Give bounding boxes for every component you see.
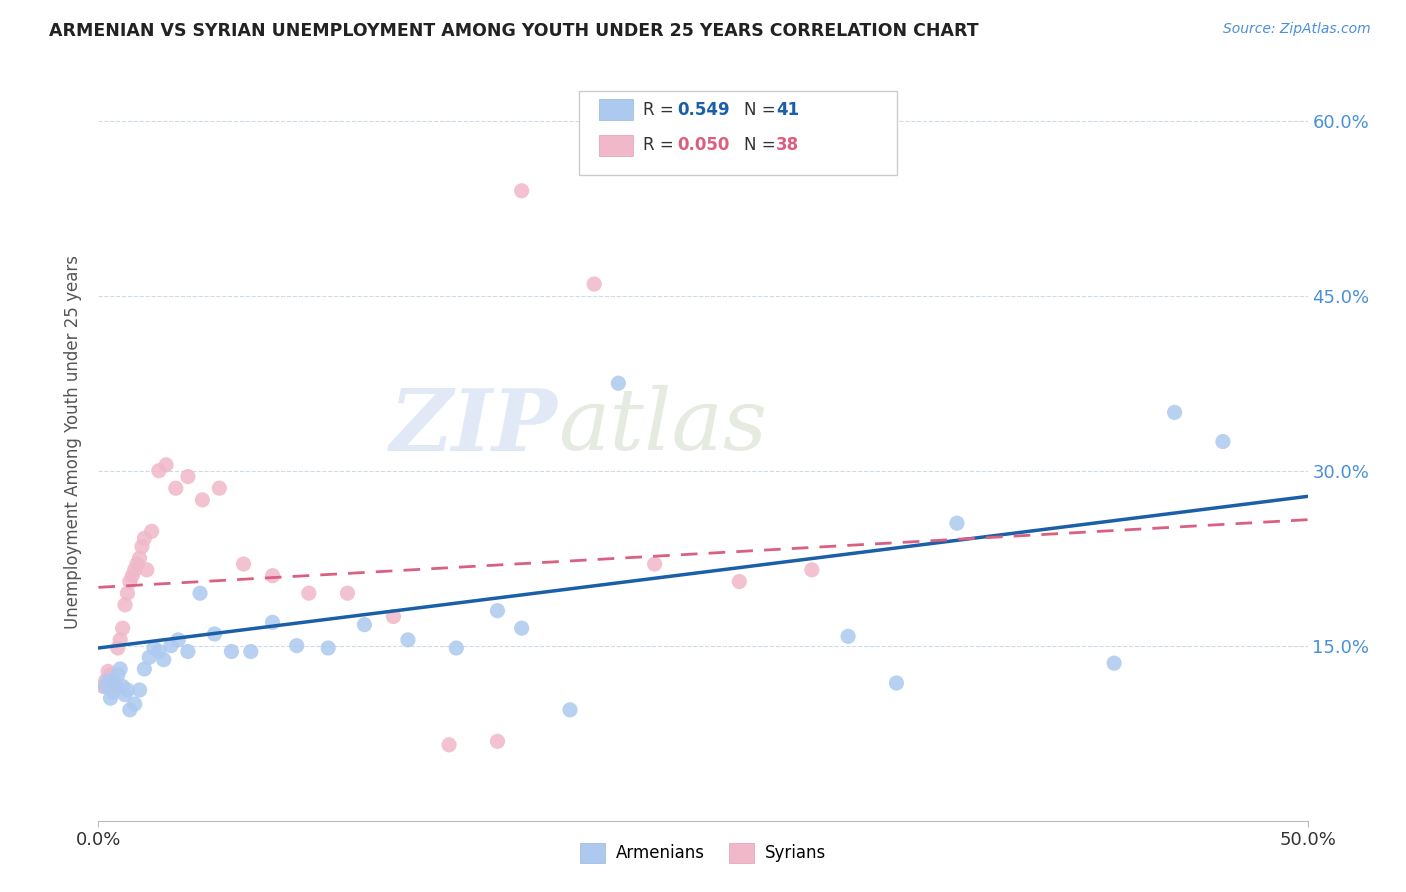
Text: R =: R =: [643, 136, 679, 154]
Point: [134, 662, 156, 676]
Point: [1102, 656, 1125, 670]
Point: [118, 703, 141, 717]
Point: [138, 650, 160, 665]
Point: [107, 640, 129, 655]
Point: [114, 688, 136, 702]
Text: atlas: atlas: [558, 385, 768, 467]
Point: [148, 464, 170, 478]
Point: [316, 640, 339, 655]
Point: [232, 557, 254, 571]
Point: [135, 563, 157, 577]
Text: 38: 38: [776, 136, 799, 154]
Point: [188, 586, 211, 600]
Point: [107, 668, 129, 682]
Point: [800, 563, 823, 577]
Point: [104, 680, 127, 694]
Point: [155, 458, 177, 472]
Point: [100, 691, 122, 706]
Text: R =: R =: [643, 101, 679, 119]
Point: [382, 609, 405, 624]
Text: N =: N =: [744, 136, 780, 154]
Point: [124, 563, 146, 577]
Point: [607, 376, 630, 391]
Point: [510, 621, 533, 635]
Point: [108, 632, 131, 647]
Point: [1212, 434, 1234, 449]
Text: 41: 41: [776, 101, 799, 119]
Point: [728, 574, 751, 589]
Point: [152, 653, 174, 667]
Point: [837, 629, 859, 643]
Point: [446, 640, 468, 655]
Text: ARMENIAN VS SYRIAN UNEMPLOYMENT AMONG YOUTH UNDER 25 YEARS CORRELATION CHART: ARMENIAN VS SYRIAN UNEMPLOYMENT AMONG YO…: [49, 22, 979, 40]
Point: [486, 734, 509, 748]
Point: [100, 668, 122, 682]
Point: [94, 673, 117, 688]
Point: [101, 676, 124, 690]
Point: [104, 676, 127, 690]
Point: [177, 644, 200, 658]
Point: [124, 697, 146, 711]
Point: [97, 673, 120, 688]
Point: [1163, 405, 1185, 419]
Point: [141, 524, 163, 539]
Legend: Armenians, Syrians: Armenians, Syrians: [574, 837, 832, 869]
Point: [644, 557, 666, 571]
Point: [114, 598, 136, 612]
Point: [128, 551, 150, 566]
Point: [121, 568, 143, 582]
Point: [886, 676, 908, 690]
Point: [208, 481, 231, 495]
Point: [128, 683, 150, 698]
Point: [160, 639, 183, 653]
Point: [111, 680, 134, 694]
Point: [177, 469, 200, 483]
Point: [486, 604, 509, 618]
Point: [167, 632, 190, 647]
Point: [97, 665, 120, 679]
Text: Source: ZipAtlas.com: Source: ZipAtlas.com: [1223, 22, 1371, 37]
Point: [262, 615, 284, 630]
Point: [143, 640, 166, 655]
Point: [91, 680, 114, 694]
Point: [437, 738, 460, 752]
Point: [117, 683, 139, 698]
Point: [946, 516, 969, 531]
Point: [298, 586, 321, 600]
Point: [285, 639, 308, 653]
Point: [510, 184, 533, 198]
Point: [94, 680, 117, 694]
Point: [117, 586, 139, 600]
Text: 0.050: 0.050: [678, 136, 730, 154]
Point: [131, 540, 153, 554]
Point: [108, 662, 131, 676]
Point: [558, 703, 581, 717]
Point: [148, 644, 170, 658]
Point: [396, 632, 419, 647]
Text: N =: N =: [744, 101, 780, 119]
Point: [239, 644, 262, 658]
Point: [191, 492, 214, 507]
Y-axis label: Unemployment Among Youth under 25 years: Unemployment Among Youth under 25 years: [63, 254, 82, 629]
Point: [165, 481, 187, 495]
Point: [111, 621, 134, 635]
Point: [204, 627, 226, 641]
Point: [583, 277, 606, 291]
Point: [118, 574, 141, 589]
Point: [101, 685, 124, 699]
Point: [262, 568, 284, 582]
Text: ZIP: ZIP: [389, 384, 558, 468]
Point: [127, 557, 149, 571]
Point: [134, 532, 156, 546]
Point: [336, 586, 359, 600]
Text: 0.549: 0.549: [678, 101, 730, 119]
Point: [353, 617, 375, 632]
Point: [221, 644, 243, 658]
